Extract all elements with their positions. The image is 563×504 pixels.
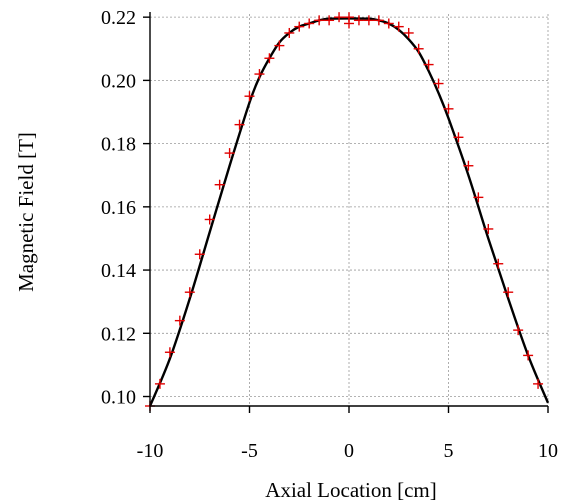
data-point-marker xyxy=(274,40,285,51)
data-point-marker xyxy=(523,350,534,361)
data-point-marker xyxy=(304,18,315,29)
y-tick-label: 0.10 xyxy=(101,387,136,409)
data-point-marker xyxy=(363,15,374,26)
data-point-marker xyxy=(353,15,364,26)
data-point-marker xyxy=(314,15,325,26)
data-point-marker xyxy=(174,315,185,326)
data-point-marker xyxy=(513,325,524,336)
data-point-marker xyxy=(194,249,205,260)
x-tick-label: -10 xyxy=(137,440,164,462)
data-point-marker xyxy=(294,21,305,32)
data-point-marker xyxy=(334,12,345,23)
data-point-marker xyxy=(234,119,245,130)
x-tick-label: 10 xyxy=(538,440,558,462)
data-point-marker xyxy=(344,12,354,23)
y-tick-label: 0.16 xyxy=(101,197,136,219)
data-point-marker xyxy=(254,69,265,80)
data-point-marker xyxy=(503,287,514,298)
x-tick-label: 5 xyxy=(444,440,454,462)
measurement-markers-layer xyxy=(145,12,544,411)
y-axis-ticks: 0.10 0.12 0.14 0.16 0.18 0.20 0.22 xyxy=(101,7,150,409)
data-point-marker xyxy=(224,148,235,159)
x-tick-label: 0 xyxy=(344,440,354,462)
data-point-marker xyxy=(413,43,424,54)
data-point-marker xyxy=(154,378,165,389)
data-point-marker xyxy=(393,21,404,32)
data-point-marker xyxy=(443,103,454,114)
data-point-marker xyxy=(493,258,504,269)
y-axis-title: Magnetic Field [T] xyxy=(14,132,38,292)
data-point-marker xyxy=(214,179,225,190)
data-point-marker xyxy=(324,15,335,26)
x-tick-label: -5 xyxy=(241,440,258,462)
data-point-marker xyxy=(453,132,464,143)
grid-lines xyxy=(150,14,549,406)
data-point-marker xyxy=(423,59,434,70)
data-point-marker xyxy=(533,378,544,389)
data-point-marker xyxy=(433,78,444,89)
data-point-marker xyxy=(473,192,484,203)
data-point-marker xyxy=(284,27,295,38)
y-tick-label: 0.22 xyxy=(101,7,136,29)
x-axis-ticks: -10 -5 0 5 10 xyxy=(137,406,558,462)
data-point-marker xyxy=(264,53,275,64)
y-tick-label: 0.18 xyxy=(101,134,136,156)
data-point-marker xyxy=(463,160,474,171)
data-point-marker xyxy=(244,91,255,102)
x-axis-title: Axial Location [cm] xyxy=(265,478,436,502)
data-point-marker xyxy=(164,347,175,358)
y-tick-label: 0.12 xyxy=(101,323,136,345)
data-point-marker xyxy=(373,15,384,26)
y-tick-label: 0.14 xyxy=(101,260,136,282)
data-point-marker xyxy=(403,27,414,38)
data-point-marker xyxy=(383,18,394,29)
data-point-marker xyxy=(483,223,494,234)
data-point-marker xyxy=(184,287,195,298)
y-tick-label: 0.20 xyxy=(101,70,136,92)
data-point-marker xyxy=(204,214,215,225)
